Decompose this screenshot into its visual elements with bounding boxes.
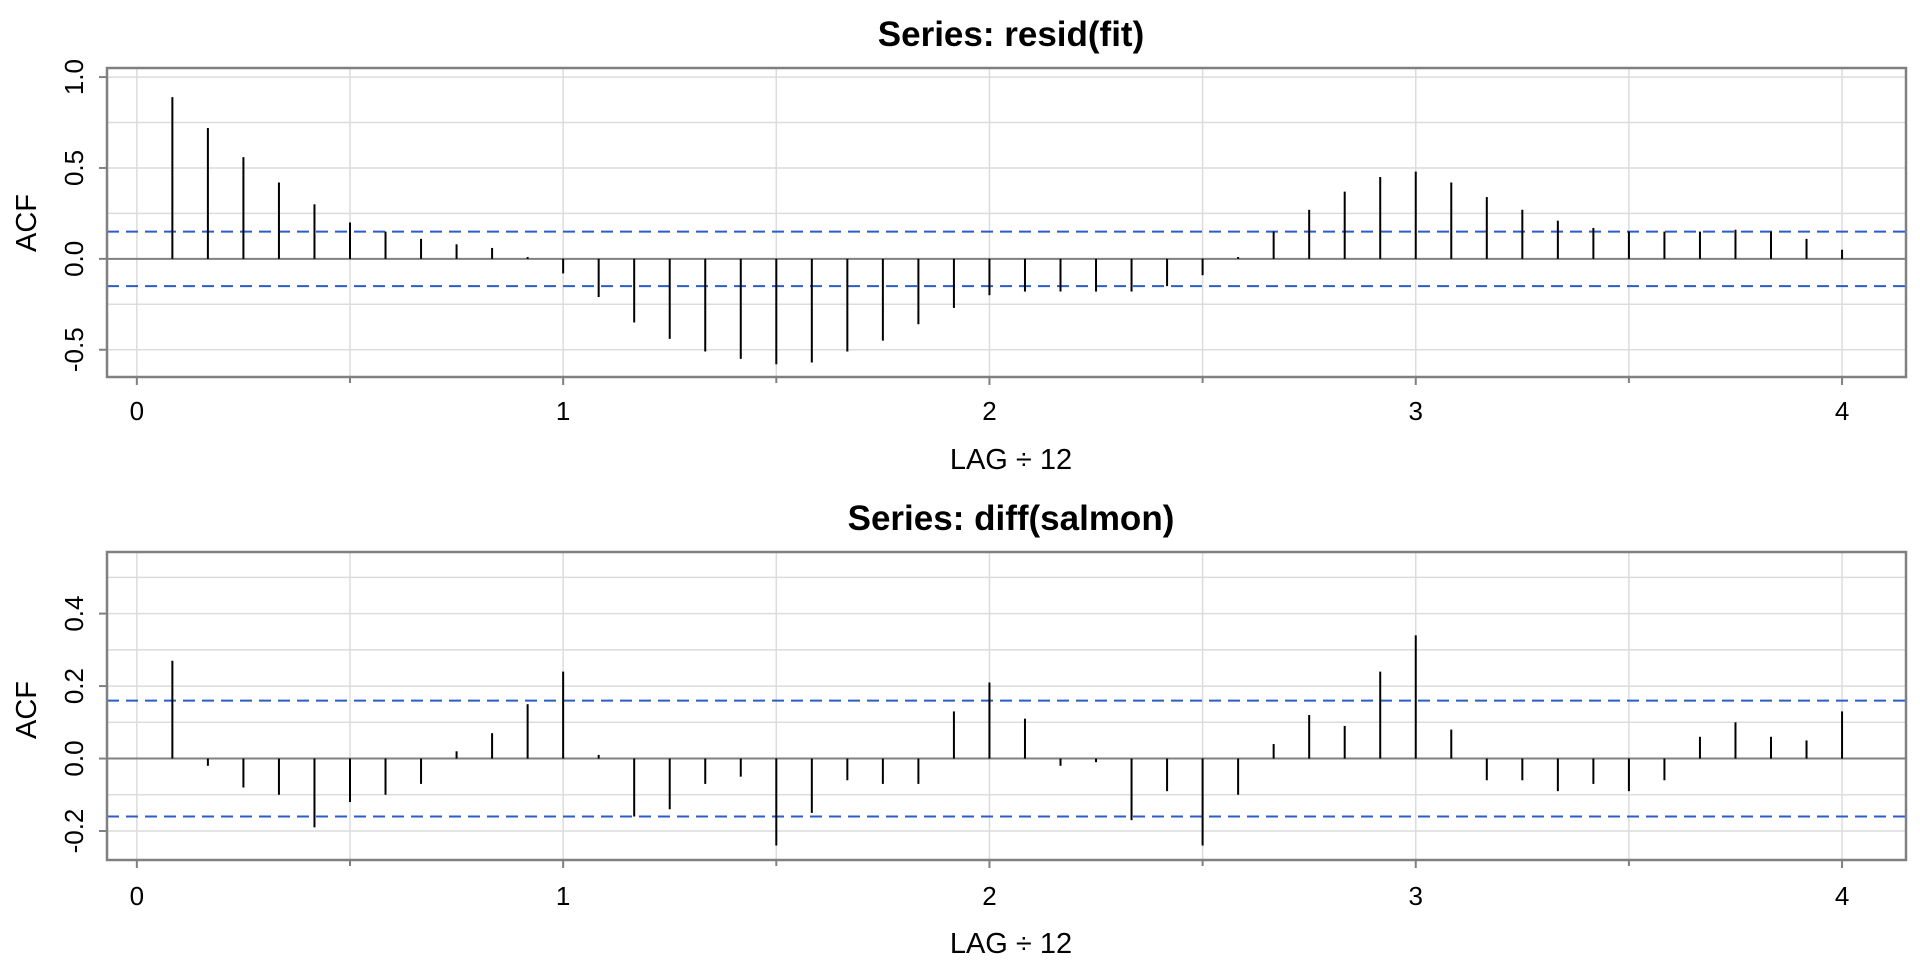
x-tick-label: 2 bbox=[982, 396, 996, 426]
x-tick-label: 1 bbox=[556, 881, 570, 911]
y-tick-label: -0.5 bbox=[59, 327, 89, 372]
x-axis-label: LAG ÷ 12 bbox=[950, 928, 1072, 960]
x-tick-label: 3 bbox=[1409, 396, 1423, 426]
y-tick-label: 1.0 bbox=[59, 59, 89, 95]
panel-resid-fit: Series: resid(fit) ACF LAG ÷ 12 0 1 2 3 4 -0.… bbox=[11, 15, 1908, 476]
panel-diff-salmon: Series: diff(salmon) ACF LAG ÷ 12 0 1 2 3 4 -… bbox=[11, 499, 1908, 960]
x-tick-label: 0 bbox=[130, 396, 144, 426]
y-tick-label: 0.0 bbox=[59, 241, 89, 277]
x-tick-label: 0 bbox=[130, 881, 144, 911]
plot-frame bbox=[105, 66, 1908, 379]
y-tick-label: 0.2 bbox=[59, 668, 89, 704]
x-axis-label: LAG ÷ 12 bbox=[950, 444, 1072, 476]
y-tick-label: 0.5 bbox=[59, 150, 89, 186]
x-tick-label: 1 bbox=[556, 396, 570, 426]
y-axis-label: ACF bbox=[11, 194, 43, 252]
chart-title: Series: resid(fit) bbox=[878, 15, 1144, 54]
x-tick-label: 2 bbox=[982, 881, 996, 911]
x-tick-label: 4 bbox=[1835, 881, 1849, 911]
chart-title: Series: diff(salmon) bbox=[848, 499, 1175, 538]
y-tick-label: 0.0 bbox=[59, 740, 89, 776]
plot-frame bbox=[105, 550, 1908, 862]
y-axis-label: ACF bbox=[11, 681, 43, 739]
y-tick-label: -0.2 bbox=[59, 809, 89, 854]
x-tick-label: 3 bbox=[1409, 881, 1423, 911]
x-tick-label: 4 bbox=[1835, 396, 1849, 426]
y-tick-label: 0.4 bbox=[59, 596, 89, 632]
